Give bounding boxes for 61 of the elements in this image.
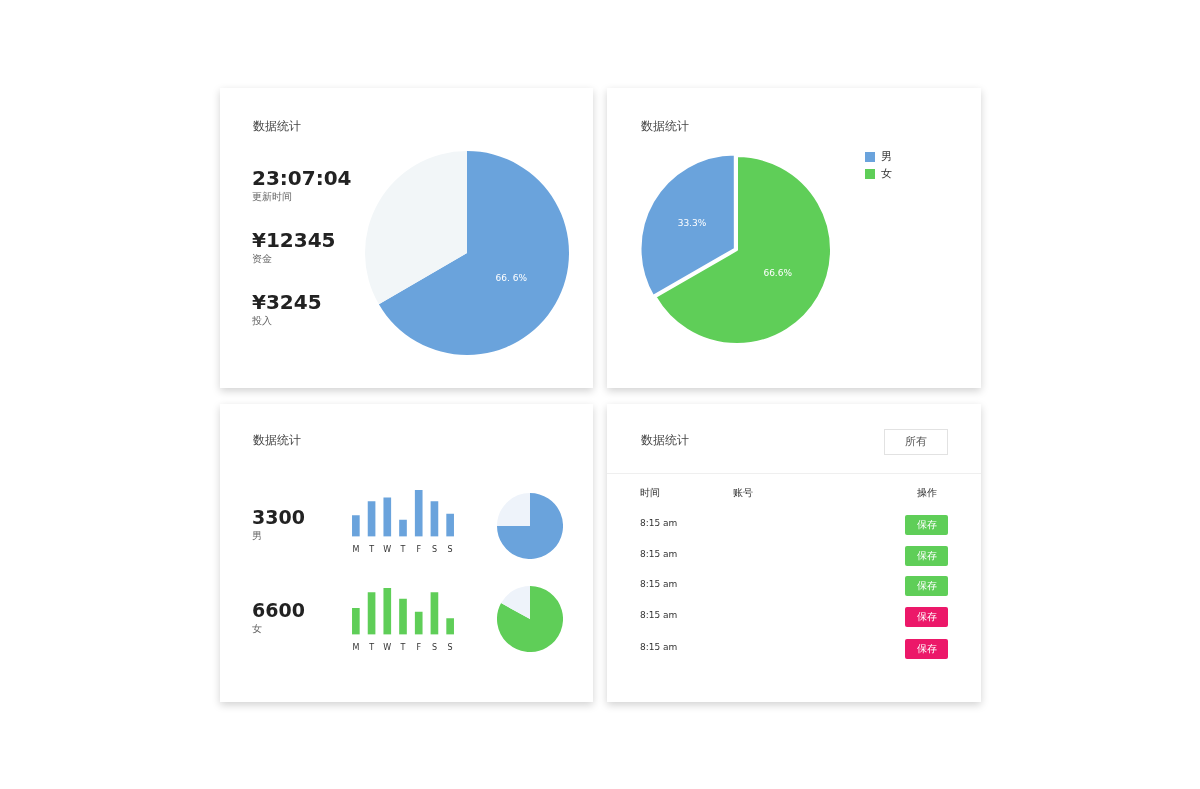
bar <box>414 490 423 537</box>
x-tick-label: F <box>416 545 422 555</box>
text: 8:15 am <box>640 610 678 620</box>
text: 3300 <box>252 506 305 528</box>
chart-title: 数据统计 <box>253 432 301 449</box>
text: 账号 <box>733 486 753 500</box>
text: ¥12345 <box>252 228 336 252</box>
chart-title: 数据统计 <box>253 118 301 135</box>
text: 6600 <box>252 599 305 621</box>
bar <box>446 513 454 537</box>
bar <box>383 497 392 537</box>
bar <box>399 519 407 537</box>
x-tick-label: T <box>368 643 375 653</box>
bar <box>399 598 407 635</box>
x-tick-label: S <box>431 643 437 653</box>
save-button: 保存 <box>905 576 948 596</box>
text: 更新时间 <box>252 190 292 204</box>
x-tick-label: T <box>368 545 375 555</box>
bar <box>430 501 439 537</box>
x-tick-label: T <box>399 545 406 555</box>
x-tick-label: S <box>447 643 453 653</box>
bar <box>446 618 454 635</box>
x-tick-label: T <box>399 643 406 653</box>
bar <box>367 592 376 635</box>
save-button: 保存 <box>905 546 948 566</box>
bar <box>383 588 392 635</box>
bar <box>430 592 439 635</box>
bar <box>414 611 423 635</box>
bar <box>352 608 360 635</box>
text: 8:15 am <box>640 518 678 528</box>
text: 时间 <box>640 486 660 500</box>
text: 女 <box>252 622 262 636</box>
x-tick-label: W <box>383 643 392 653</box>
text: 8:15 am <box>640 549 678 559</box>
text: 操作 <box>917 486 937 500</box>
chart-title: 数据统计 <box>641 118 689 135</box>
save-button: 保存 <box>905 515 948 535</box>
filter-button: 所有 <box>884 429 948 455</box>
save-button: 保存 <box>905 639 948 659</box>
text: 8:15 am <box>640 642 678 652</box>
legend-label: 男 <box>881 149 892 164</box>
bar <box>352 515 360 537</box>
text: 数据统计 <box>641 432 689 449</box>
text: 资金 <box>252 252 272 266</box>
text: 8:15 am <box>640 579 678 589</box>
data-label: 33.3% <box>677 218 707 229</box>
x-tick-label: M <box>352 643 360 653</box>
bar <box>367 501 376 537</box>
x-tick-label: M <box>352 545 360 555</box>
x-tick-label: S <box>447 545 453 555</box>
text: 66. 6% <box>495 272 528 283</box>
text: 男 <box>252 529 262 543</box>
x-tick-label: S <box>431 545 437 555</box>
x-tick-label: W <box>383 545 392 555</box>
text: 投入 <box>252 314 272 328</box>
text: 23:07:04 <box>252 166 352 190</box>
data-label: 66.6% <box>763 267 793 278</box>
text: ¥3245 <box>252 290 322 314</box>
save-button: 保存 <box>905 607 948 627</box>
x-tick-label: F <box>416 643 422 653</box>
legend-label: 女 <box>881 166 892 181</box>
